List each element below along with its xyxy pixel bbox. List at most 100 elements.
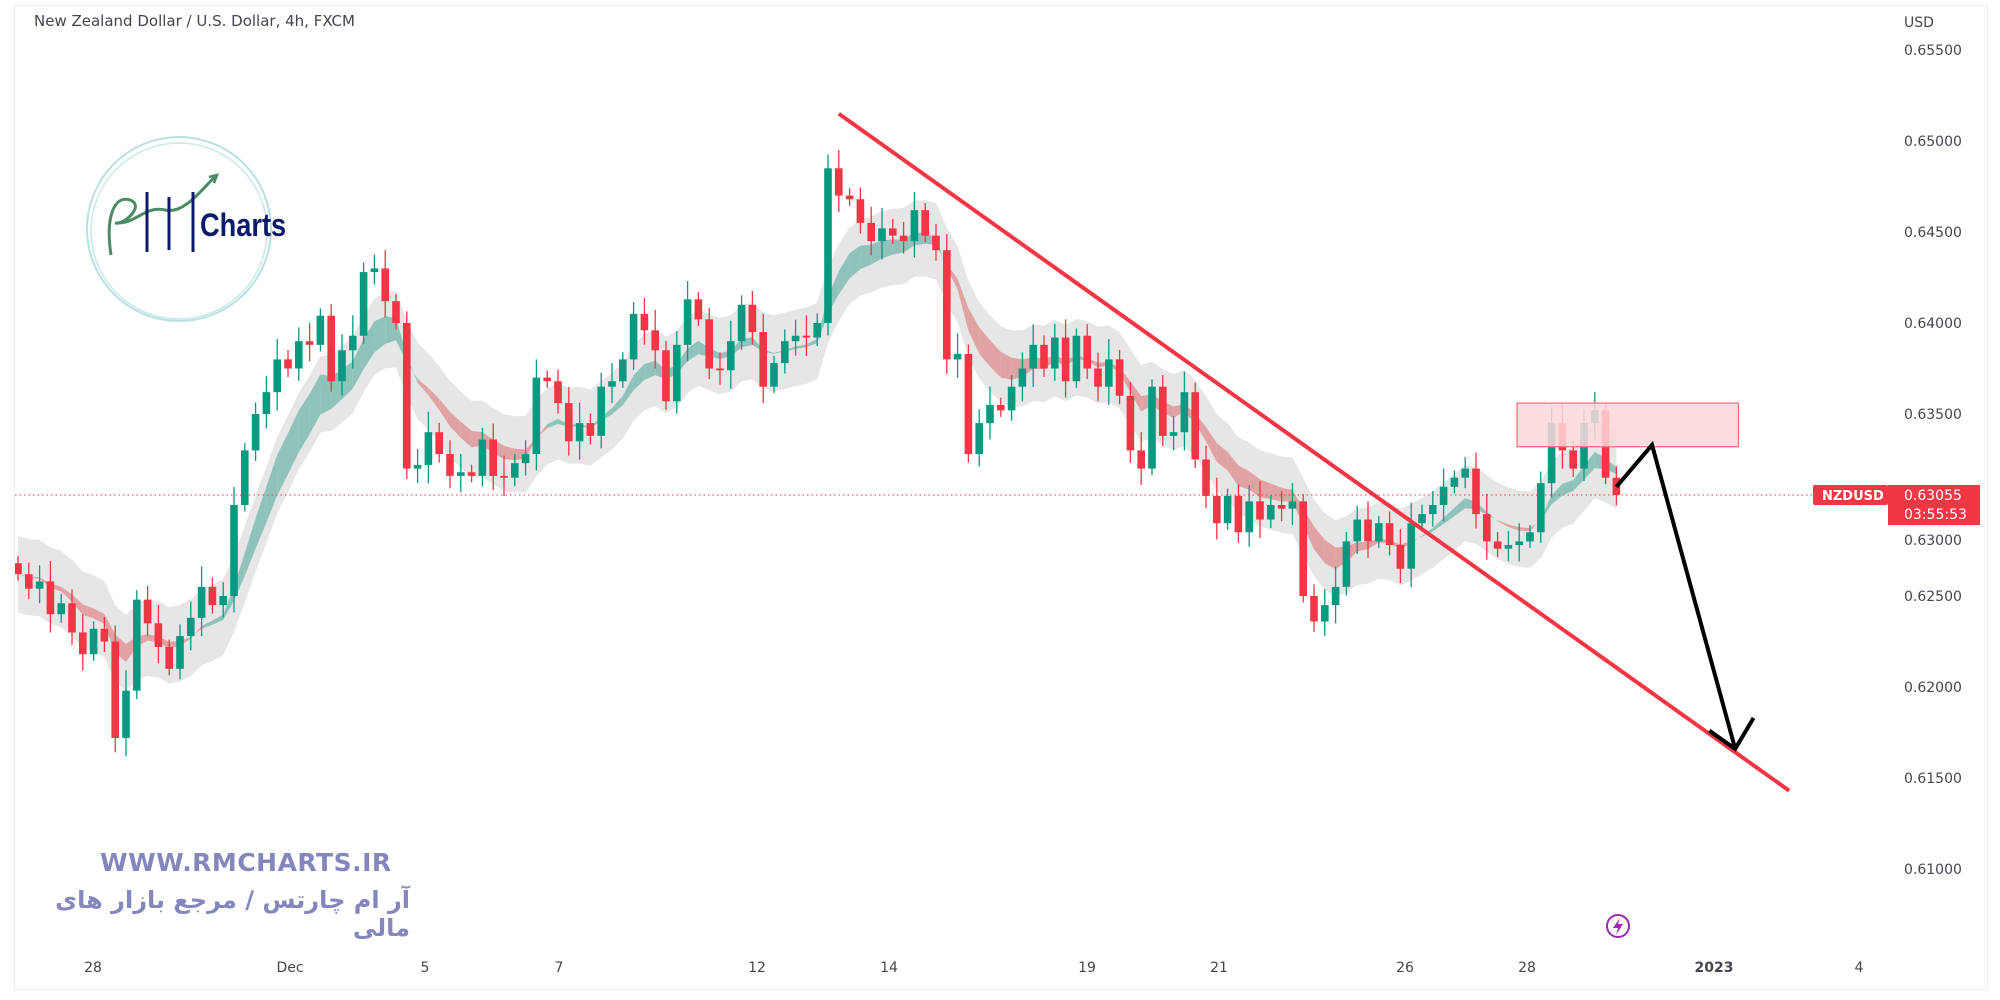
- candle: [1375, 515, 1383, 548]
- candle: [478, 427, 487, 487]
- candle: [143, 585, 152, 636]
- candle-body: [889, 228, 897, 236]
- candle: [986, 386, 994, 440]
- candle: [46, 561, 55, 633]
- candle-body: [511, 463, 519, 478]
- ma-ribbon-segment: [1551, 483, 1563, 505]
- candle: [197, 566, 206, 637]
- candle-body: [122, 690, 130, 738]
- descending-trendline: [837, 112, 1791, 793]
- ma-ribbon-segment: [849, 245, 861, 279]
- candle: [824, 154, 832, 336]
- lightning-icon[interactable]: [1606, 914, 1630, 938]
- candle-body: [770, 363, 778, 387]
- candle: [1493, 531, 1502, 558]
- candle: [1148, 379, 1156, 476]
- candle: [964, 344, 973, 463]
- candle: [889, 218, 897, 245]
- candle-body: [1072, 335, 1081, 382]
- y-tick-label: 0.61500: [1904, 771, 1962, 787]
- candle: [79, 614, 87, 671]
- ma-ribbon-segment: [1573, 465, 1584, 491]
- ma-ribbon-segment: [1270, 483, 1282, 502]
- candle: [673, 331, 681, 414]
- candle: [1385, 511, 1394, 556]
- candle: [1126, 381, 1135, 463]
- candle-body: [1569, 450, 1577, 469]
- candle-body: [964, 353, 973, 455]
- candle: [737, 295, 746, 350]
- symbol-badge-text: NZDUSD: [1822, 489, 1884, 504]
- candle: [446, 440, 454, 489]
- x-tick-label: 14: [880, 960, 898, 976]
- ma-ribbon-segment: [450, 411, 461, 438]
- logo-r-swoosh: [107, 175, 216, 256]
- candle: [953, 333, 962, 378]
- candle-body: [176, 636, 184, 669]
- candle: [1483, 493, 1491, 560]
- ma-ribbon-segment: [277, 433, 288, 496]
- candle: [619, 352, 627, 388]
- candle: [1331, 566, 1340, 624]
- candle: [1515, 523, 1523, 562]
- candle-body: [154, 623, 163, 647]
- candle: [867, 206, 875, 256]
- ma-ribbon-segment: [374, 316, 386, 353]
- candle-body: [241, 450, 249, 505]
- candle: [1461, 456, 1469, 489]
- ma-ribbon-segment: [622, 375, 634, 406]
- candle-body: [673, 344, 681, 402]
- candle-body: [359, 272, 368, 336]
- candle-body: [1493, 541, 1502, 549]
- ma-ribbon-segment: [1227, 451, 1239, 486]
- candle: [1007, 375, 1016, 421]
- candle-body: [921, 210, 929, 236]
- candle: [100, 617, 109, 652]
- candle-body: [824, 168, 832, 323]
- candle: [1018, 352, 1027, 402]
- candle: [413, 448, 422, 484]
- candle: [435, 422, 443, 463]
- candle-body: [424, 432, 433, 465]
- candle-body: [943, 250, 951, 360]
- candle: [327, 304, 335, 392]
- ma-ribbon-segment: [990, 340, 1001, 378]
- candle-body: [1029, 344, 1037, 369]
- candle: [856, 187, 865, 234]
- candle: [835, 150, 843, 212]
- resistance-zone-box: [1516, 402, 1740, 448]
- candle: [845, 188, 854, 206]
- ma-ribbon-segment: [957, 278, 969, 331]
- candle-body: [467, 472, 476, 476]
- candle: [748, 290, 757, 345]
- candle-body: [1418, 514, 1426, 524]
- candle-body: [1461, 468, 1469, 478]
- candle: [1094, 352, 1102, 402]
- candle-body: [349, 335, 357, 351]
- candle: [89, 621, 98, 661]
- candle-body: [68, 603, 76, 633]
- logo-ring: [86, 136, 272, 322]
- candle: [543, 370, 551, 388]
- ma-ribbon-segment: [612, 395, 623, 415]
- ma-ribbon-segment: [201, 620, 213, 629]
- candle-body: [1342, 541, 1351, 587]
- candle-body: [1018, 368, 1027, 387]
- candle: [975, 409, 983, 467]
- candle-body: [284, 359, 292, 369]
- candle-body: [727, 341, 735, 371]
- candle: [1364, 501, 1372, 558]
- candle: [1072, 328, 1081, 388]
- candle: [316, 308, 325, 352]
- candle-body: [100, 628, 109, 642]
- candle: [349, 315, 357, 369]
- candle-body: [694, 299, 703, 320]
- candle-body: [457, 472, 465, 476]
- candle-body: [705, 319, 713, 369]
- candle: [943, 234, 951, 374]
- candle-body: [165, 646, 173, 669]
- ma-ribbon-segment: [860, 244, 872, 270]
- candle-body: [651, 330, 659, 351]
- ma-ribbon-segment: [687, 340, 699, 362]
